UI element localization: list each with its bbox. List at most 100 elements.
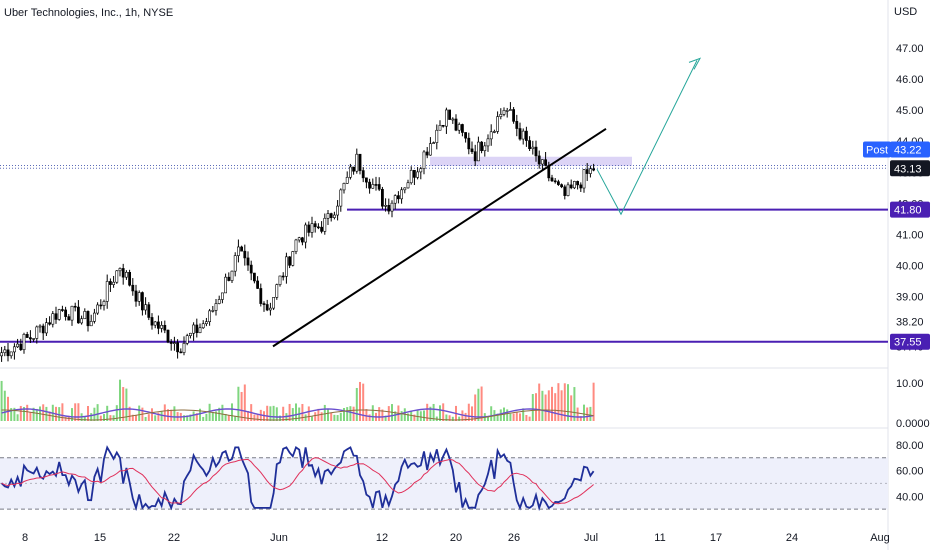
candle-body: [70, 305, 74, 321]
volume-bar: [243, 384, 246, 421]
volume-bar: [589, 406, 592, 421]
volume-bar: [400, 411, 403, 421]
candle-body: [518, 128, 522, 140]
candle-body: [77, 306, 80, 324]
volume-bar: [77, 403, 80, 421]
candle-body: [336, 205, 340, 216]
trendline-line: [272, 127, 607, 348]
candle-body: [499, 114, 503, 117]
candle-body: [396, 195, 400, 200]
volume-pane: [0, 379, 595, 421]
rsi-tick-label: 60.00: [896, 466, 924, 478]
volume-bar: [407, 413, 409, 421]
volume-bar: [579, 416, 582, 421]
x-tick-label: 11: [654, 532, 665, 544]
volume-bar: [339, 412, 342, 421]
rsi-pane: [0, 445, 888, 512]
candle-body: [28, 337, 32, 340]
candle-body: [262, 303, 266, 305]
volume-bar: [448, 415, 451, 421]
candle-body: [473, 151, 477, 162]
candle-body: [179, 351, 183, 354]
candle-body: [102, 301, 106, 306]
candle-body: [147, 304, 151, 318]
candle-body: [464, 132, 468, 139]
volume-bar: [192, 411, 195, 421]
candle-body: [131, 284, 135, 292]
volume-bar: [506, 409, 509, 421]
candle-body: [288, 256, 292, 266]
volume-bar: [413, 414, 416, 421]
candle-body: [22, 334, 26, 350]
candle-body: [3, 349, 7, 354]
candle-body: [476, 141, 480, 162]
candle-body: [556, 181, 560, 185]
candle-body: [342, 183, 346, 191]
volume-bar: [42, 404, 45, 421]
low-support-price-tag: 37.55: [894, 337, 922, 349]
candle-body: [67, 316, 71, 321]
volume-bar: [7, 396, 9, 421]
volume-bar: [439, 405, 441, 421]
candle-body: [425, 151, 429, 156]
candle-body: [428, 143, 432, 156]
volume-bar: [112, 415, 115, 421]
volume-bar: [343, 408, 345, 421]
volume-bar: [147, 414, 150, 421]
candle-body: [416, 171, 420, 178]
volume-bar: [563, 383, 566, 421]
y-tick-label: 45.00: [896, 105, 924, 117]
volume-bar: [423, 410, 425, 421]
candle-body: [348, 166, 352, 178]
candle-body: [32, 338, 36, 340]
candle-body: [80, 318, 84, 324]
volume-bar: [384, 415, 387, 421]
y-tick-label: 38.20: [896, 316, 924, 328]
volume-bar: [87, 405, 89, 421]
volume-bar: [32, 407, 35, 421]
candle-body: [176, 342, 180, 353]
volume-bar: [29, 412, 32, 421]
volume-bar: [295, 403, 297, 421]
axes: 8 15 22 Jun 12 20 26 Jul 11 17 24 Aug 47.00 46.00 45.0…: [22, 6, 930, 544]
current-price-tag: 43.13: [894, 163, 922, 175]
volume-bar: [167, 409, 169, 421]
volume-bar: [477, 388, 480, 421]
volume-bar: [314, 412, 317, 421]
volume-bar: [269, 406, 272, 421]
candle-body: [332, 214, 336, 218]
candle-body: [422, 151, 426, 169]
volume-bar: [519, 413, 521, 421]
volume-bar: [272, 405, 275, 421]
post-price-tag: 43.22: [894, 144, 922, 156]
candle-body: [160, 324, 164, 329]
candle-body: [185, 335, 189, 344]
candle-body: [272, 297, 276, 309]
x-tick-label: 12: [376, 532, 388, 544]
candle-body: [275, 284, 279, 298]
candle-body: [572, 181, 576, 189]
candle-body: [374, 184, 378, 186]
volume-bar: [240, 391, 243, 421]
candle-body: [531, 146, 535, 150]
volume-bar: [26, 404, 29, 421]
y-tick-label: 47.00: [896, 43, 924, 55]
candle-body: [480, 141, 484, 151]
volume-bar: [451, 416, 454, 421]
candle-body: [253, 272, 256, 282]
candle-body: [35, 326, 39, 339]
candle-body: [457, 124, 461, 131]
candle-body: [44, 322, 48, 334]
candle-body: [109, 281, 112, 285]
volume-bar: [256, 414, 259, 421]
volume-bar: [394, 411, 397, 421]
candle-body: [592, 168, 596, 171]
candle-body: [412, 169, 416, 178]
candle-body: [432, 142, 436, 144]
volume-bar: [48, 411, 51, 421]
volume-bar: [144, 416, 147, 421]
volume-bar: [221, 404, 224, 421]
candle-body: [0, 352, 4, 357]
volume-bar: [3, 390, 6, 421]
